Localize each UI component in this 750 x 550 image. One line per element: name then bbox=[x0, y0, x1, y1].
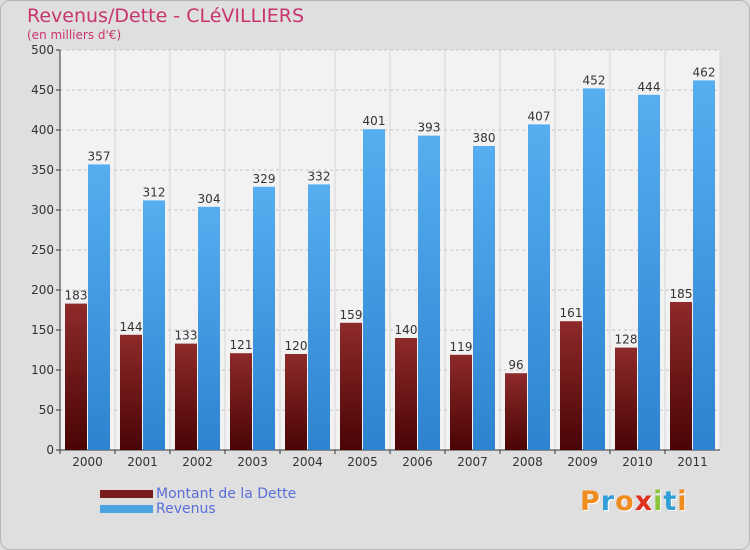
data-label-dette: 144 bbox=[120, 320, 143, 334]
x-tick-label: 2004 bbox=[292, 455, 323, 469]
data-label-revenus: 393 bbox=[418, 121, 441, 135]
bar-revenus bbox=[528, 124, 550, 451]
x-tick-label: 2003 bbox=[237, 455, 268, 469]
chart-subtitle: (en milliers d'€) bbox=[27, 28, 122, 42]
legend-label-revenus: Revenus bbox=[156, 500, 216, 517]
logo-letter: o bbox=[615, 486, 635, 517]
bar-revenus bbox=[308, 184, 330, 450]
bar-dette bbox=[560, 321, 582, 450]
bar-revenus bbox=[638, 94, 660, 451]
data-label-revenus: 357 bbox=[88, 149, 111, 163]
y-tick-label: 300 bbox=[31, 203, 54, 217]
chart-title: Revenus/Dette - CLéVILLIERS bbox=[27, 5, 305, 27]
bar-dette bbox=[65, 303, 87, 450]
chart-legend: Montant de la Dette Revenus bbox=[100, 485, 297, 517]
data-label-revenus: 332 bbox=[308, 169, 331, 183]
x-tick-label: 2010 bbox=[622, 455, 653, 469]
logo-letter: r bbox=[600, 486, 616, 517]
logo-letter: x bbox=[634, 486, 654, 517]
data-label-revenus: 462 bbox=[693, 65, 716, 79]
data-label-dette: 120 bbox=[285, 339, 308, 353]
data-label-dette: 119 bbox=[450, 340, 473, 354]
y-tick-label: 500 bbox=[31, 43, 54, 57]
logo-letter: i bbox=[653, 486, 664, 517]
y-tick-label: 150 bbox=[31, 323, 54, 337]
y-tick-label: 50 bbox=[39, 403, 54, 417]
legend-swatch-revenus bbox=[100, 504, 153, 513]
data-label-dette: 185 bbox=[670, 287, 693, 301]
data-label-revenus: 329 bbox=[253, 172, 276, 186]
bar-revenus bbox=[473, 146, 495, 450]
x-tick-label: 2007 bbox=[457, 455, 488, 469]
bar-revenus bbox=[363, 129, 385, 450]
legend-label-dette: Montant de la Dette bbox=[156, 485, 297, 502]
bar-revenus bbox=[198, 206, 220, 450]
data-label-revenus: 312 bbox=[143, 185, 166, 199]
data-label-revenus: 380 bbox=[473, 131, 496, 145]
y-tick-label: 100 bbox=[31, 363, 54, 377]
legend-item-revenus: Revenus bbox=[100, 500, 296, 517]
bar-dette bbox=[230, 353, 252, 450]
data-label-dette: 161 bbox=[560, 306, 583, 320]
data-label-revenus: 444 bbox=[638, 80, 661, 94]
data-label-revenus: 407 bbox=[528, 109, 551, 123]
data-label-dette: 159 bbox=[340, 308, 363, 322]
bar-dette bbox=[395, 338, 417, 450]
bar-dette bbox=[450, 354, 472, 450]
x-tick-label: 2008 bbox=[512, 455, 543, 469]
bar-revenus bbox=[253, 186, 275, 451]
y-tick-label: 250 bbox=[31, 243, 54, 257]
data-label-revenus: 401 bbox=[363, 114, 386, 128]
data-label-dette: 183 bbox=[65, 289, 88, 303]
bar-dette bbox=[505, 373, 527, 450]
data-label-dette: 140 bbox=[395, 323, 418, 337]
bar-dette bbox=[615, 347, 637, 450]
y-tick-label: 450 bbox=[31, 83, 54, 97]
data-label-dette: 128 bbox=[615, 333, 638, 347]
logo-letter: t bbox=[663, 486, 678, 517]
logo-letter: P bbox=[580, 486, 601, 517]
bar-dette bbox=[285, 354, 307, 450]
bar-dette bbox=[670, 302, 692, 450]
bar-dette bbox=[340, 322, 362, 450]
x-tick-label: 2002 bbox=[182, 455, 213, 469]
data-label-dette: 96 bbox=[508, 358, 523, 372]
x-tick-label: 2006 bbox=[402, 455, 433, 469]
data-label-revenus: 304 bbox=[198, 192, 221, 206]
x-tick-label: 2001 bbox=[127, 455, 158, 469]
y-tick-label: 0 bbox=[46, 443, 54, 457]
bar-revenus bbox=[88, 164, 110, 450]
proxiti-logo: Proxiti bbox=[580, 486, 688, 517]
bar-dette bbox=[175, 343, 197, 450]
bar-revenus bbox=[583, 88, 605, 451]
bar-dette bbox=[120, 334, 142, 450]
y-tick-label: 200 bbox=[31, 283, 54, 297]
data-label-dette: 121 bbox=[230, 338, 253, 352]
x-tick-label: 2011 bbox=[677, 455, 708, 469]
y-tick-label: 350 bbox=[31, 163, 54, 177]
y-tick-label: 400 bbox=[31, 123, 54, 137]
x-tick-label: 2000 bbox=[72, 455, 103, 469]
data-label-revenus: 452 bbox=[583, 73, 606, 87]
bar-revenus bbox=[418, 135, 440, 450]
bar-revenus bbox=[693, 80, 715, 451]
data-label-dette: 133 bbox=[175, 329, 198, 343]
bar-revenus bbox=[143, 200, 165, 450]
x-tick-label: 2005 bbox=[347, 455, 378, 469]
x-tick-label: 2009 bbox=[567, 455, 598, 469]
legend-item-dette: Montant de la Dette bbox=[100, 485, 297, 502]
legend-swatch-dette bbox=[100, 489, 153, 498]
logo-letter: i bbox=[677, 486, 688, 517]
